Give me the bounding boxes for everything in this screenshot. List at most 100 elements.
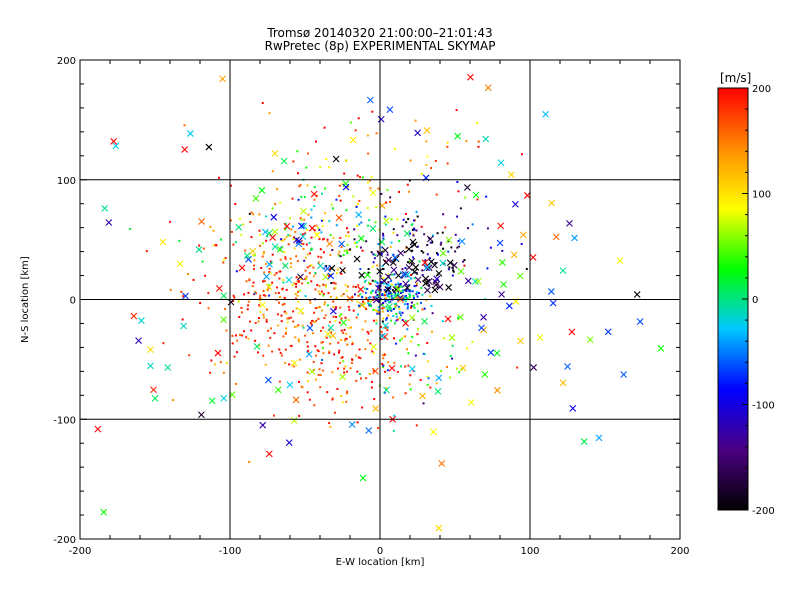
data-point-dot [401,285,404,288]
data-point-dot [295,307,298,310]
data-point-dot [489,246,492,249]
data-point-dot [376,264,379,267]
data-point-dot [396,293,399,296]
data-point-dot [338,254,341,257]
data-point-dot [426,341,429,344]
data-point-dot [465,140,468,143]
data-point-x [408,314,416,322]
data-point-dot [345,159,348,162]
data-point-dot [330,282,333,285]
data-point-dot [317,374,320,377]
data-point-dot [277,291,280,294]
data-point-dot [381,304,384,307]
data-point-dot [355,316,358,319]
data-point-x [448,334,456,342]
data-point-dot [392,337,395,340]
data-point-dot [300,277,303,280]
data-point-dot [349,121,352,124]
data-point-dot [296,260,299,263]
data-point-dot [415,424,418,427]
data-point-dot [212,229,215,232]
data-point-dot [266,235,269,238]
data-point-dot [372,352,375,355]
data-point-dot [171,399,174,402]
data-point-dot [412,219,415,222]
data-point-dot [314,345,317,348]
data-point-x [245,255,252,263]
data-point-x [390,266,398,274]
data-point-x [220,316,228,324]
data-point-dot [385,387,388,390]
data-point-dot [377,284,380,287]
data-point-dot [376,281,379,284]
data-point-dot [222,261,225,264]
data-point-dot [270,262,273,265]
data-point-dot [306,345,309,348]
data-point-x [482,135,490,143]
data-point-dot [329,320,332,323]
data-point-dot [340,317,343,320]
data-point-dot [285,312,288,315]
data-point-dot [397,293,400,296]
data-point-dot [413,228,416,231]
data-point-dot [456,180,459,183]
data-point-dot [520,153,523,156]
data-point-x [604,328,612,336]
data-point-x [372,405,380,412]
data-point-dot [278,277,281,280]
data-point-dot [259,233,262,236]
data-point-dot [232,243,235,246]
data-point-dot [316,349,319,352]
data-point-dot [328,350,331,353]
data-point-x [409,238,417,246]
data-point-x [359,474,367,482]
data-point-dot [382,276,385,279]
data-point-dot [301,233,304,236]
data-point-dot [296,325,299,328]
data-point-dot [320,362,323,365]
data-point-x [385,303,393,310]
data-point-dot [398,190,401,193]
data-point-dot [454,250,457,253]
data-point-dot [259,310,262,313]
data-point-dot [398,311,401,314]
data-point-dot [369,179,372,182]
data-point-dot [245,336,248,339]
data-point-dot [364,279,367,282]
data-point-dot [266,289,269,292]
data-point-x [370,343,378,351]
data-point-dot [327,274,330,277]
data-point-dot [361,406,364,409]
data-point-dot [283,310,286,313]
data-point-x [329,307,337,315]
data-point-dot [285,331,288,334]
data-point-x [481,371,489,378]
data-point-x [355,211,362,219]
x-tick-label: -100 [219,546,242,557]
data-point-x [327,324,335,332]
data-point-x [474,277,482,285]
data-point-dot [374,280,377,283]
data-point-dot [458,371,461,374]
data-point-dot [347,235,350,238]
data-point-dot [400,365,403,368]
data-point-x [215,285,223,292]
data-point-dot [476,122,479,125]
data-point-dot [394,304,397,307]
data-point-dot [332,315,335,318]
data-point-dot [382,294,385,297]
data-point-dot [358,223,361,226]
data-point-dot [288,217,291,220]
data-point-dot [422,251,425,254]
data-point-dot [423,307,426,310]
data-point-dot [283,251,286,254]
data-point-dot [387,314,390,317]
data-point-dot [290,262,293,265]
data-point-dot [390,319,393,322]
data-point-dot [398,240,401,243]
data-point-x [421,317,428,325]
data-point-x [198,218,206,225]
data-point-dot [440,241,443,244]
data-point-dot [405,289,408,292]
data-point-dot [368,219,371,222]
